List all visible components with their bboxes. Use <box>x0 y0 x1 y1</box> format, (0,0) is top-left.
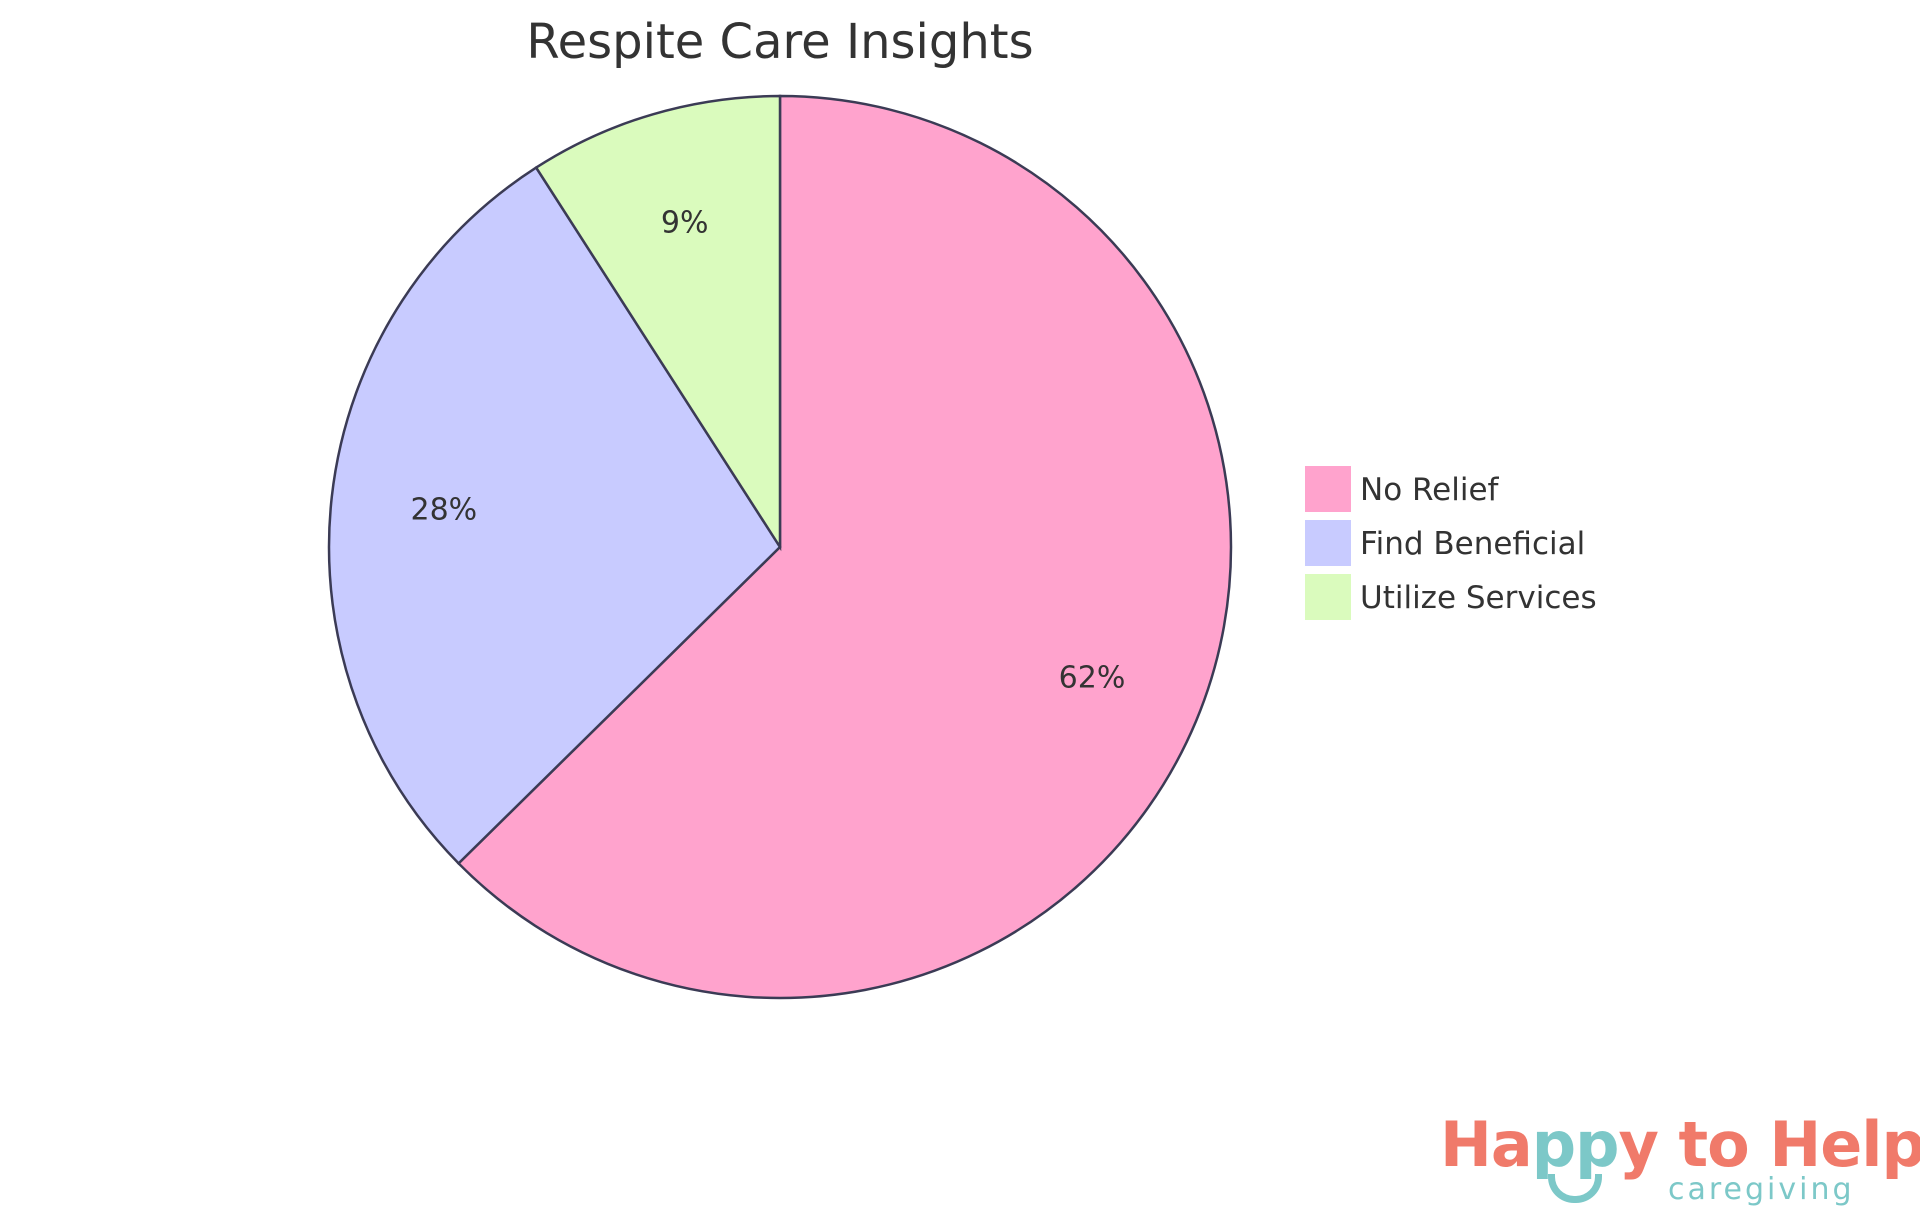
chart-title: Respite Care Insights <box>526 14 1033 70</box>
smile-icon <box>1548 1174 1602 1203</box>
pie-slice-find-beneficial <box>327 165 782 866</box>
happy-to-help-logo: Happy to Help caregiving <box>1440 1108 1920 1208</box>
slice-label: 62% <box>1059 661 1126 696</box>
legend-label: Find Beneficial <box>1360 526 1585 562</box>
slice-label: 28% <box>410 493 477 528</box>
slice-label: 9% <box>661 205 709 240</box>
legend-swatch <box>1305 520 1351 566</box>
legend-swatch <box>1305 574 1351 620</box>
legend-swatch <box>1305 466 1351 512</box>
logo-subtitle: caregiving <box>1668 1172 1855 1207</box>
pie-slice-utilize-services <box>534 94 782 552</box>
pie-slice-no-relief <box>456 94 1233 1000</box>
logo-wordmark: Happy to Help <box>1440 1108 1920 1181</box>
legend-label: No Relief <box>1360 472 1500 508</box>
legend-label: Utilize Services <box>1360 580 1597 616</box>
